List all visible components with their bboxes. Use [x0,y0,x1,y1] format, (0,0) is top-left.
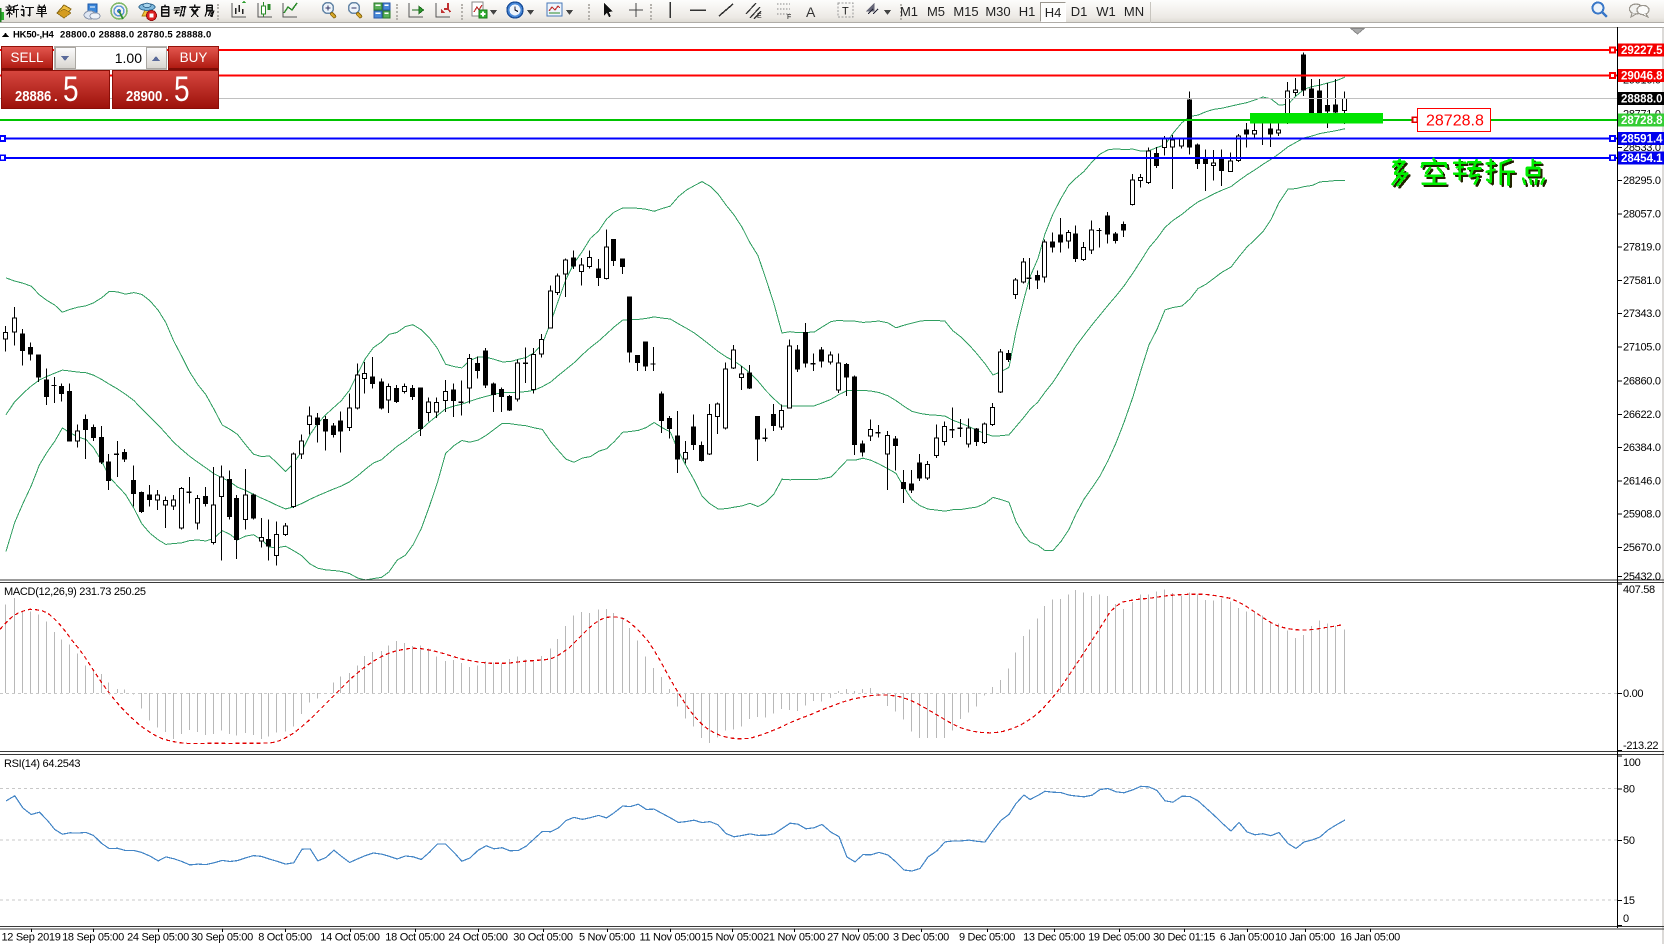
svg-text:50: 50 [1623,835,1635,847]
svg-text:28591.4: 28591.4 [1621,134,1663,146]
svg-text:18 Sep 05:00: 18 Sep 05:00 [62,932,124,944]
svg-text:24 Sep 05:00: 24 Sep 05:00 [127,932,189,944]
svg-text:13 Dec 05:00: 13 Dec 05:00 [1023,932,1085,944]
svg-text:5 Nov 05:00: 5 Nov 05:00 [579,932,635,944]
svg-text:30 Sep 05:00: 30 Sep 05:00 [191,932,253,944]
svg-text:21 Nov 05:00: 21 Nov 05:00 [763,932,825,944]
svg-text:HK50-,H4: HK50-,H4 [13,30,55,41]
svg-text:27819.0: 27819.0 [1623,242,1661,254]
svg-text:28728.8: 28728.8 [1426,113,1484,130]
svg-text:27 Nov 05:00: 27 Nov 05:00 [827,932,889,944]
svg-text:9 Dec 05:00: 9 Dec 05:00 [959,932,1015,944]
svg-text:29046.8: 29046.8 [1621,71,1663,83]
svg-text:28057.0: 28057.0 [1623,209,1661,221]
svg-text:12 Sep 2019: 12 Sep 2019 [1,932,60,944]
svg-text:80: 80 [1623,784,1635,796]
svg-text:27581.0: 27581.0 [1623,275,1661,287]
svg-text:14 Oct 05:00: 14 Oct 05:00 [320,932,380,944]
svg-text:28454.1: 28454.1 [1621,153,1663,165]
svg-text:15: 15 [1623,895,1635,907]
svg-text:0: 0 [1623,913,1629,925]
svg-text:19 Dec 05:00: 19 Dec 05:00 [1088,932,1150,944]
svg-text:27105.0: 27105.0 [1623,341,1661,353]
svg-text:8 Oct 05:00: 8 Oct 05:00 [258,932,312,944]
svg-text:T: T [842,6,849,18]
svg-text:26622.0: 26622.0 [1623,409,1661,421]
svg-text:-213.22: -213.22 [1623,740,1658,752]
svg-text:26860.0: 26860.0 [1623,376,1661,388]
svg-text:E: E [757,13,762,20]
svg-text:11 Nov 05:00: 11 Nov 05:00 [639,932,700,944]
svg-text:26146.0: 26146.0 [1623,475,1661,487]
svg-text:28888.0: 28888.0 [1621,94,1663,106]
svg-text:MACD(12,26,9) 231.73 250.25: MACD(12,26,9) 231.73 250.25 [4,586,146,598]
svg-text:0.00: 0.00 [1623,688,1643,700]
svg-text:100: 100 [1623,757,1641,769]
svg-text:28800.0 28888.0 28780.5 28888.: 28800.0 28888.0 28780.5 28888.0 [60,30,211,41]
svg-text:6 Jan 05:00: 6 Jan 05:00 [1220,932,1274,944]
svg-text:28728.8: 28728.8 [1621,115,1663,127]
svg-text:15 Nov 05:00: 15 Nov 05:00 [701,932,763,944]
svg-text:18 Oct 05:00: 18 Oct 05:00 [385,932,445,944]
svg-text:26384.0: 26384.0 [1623,442,1661,454]
svg-text:10 Jan 05:00: 10 Jan 05:00 [1275,932,1335,944]
svg-text:25432.0: 25432.0 [1623,571,1661,583]
svg-text:29227.5: 29227.5 [1621,45,1663,57]
svg-text:28295.0: 28295.0 [1623,175,1661,187]
svg-text:25908.0: 25908.0 [1623,509,1661,521]
svg-text:3 Dec 05:00: 3 Dec 05:00 [893,932,949,944]
svg-text:24 Oct 05:00: 24 Oct 05:00 [448,932,508,944]
svg-text:27343.0: 27343.0 [1623,308,1661,320]
svg-text:30 Dec 01:15: 30 Dec 01:15 [1153,932,1215,944]
svg-text:RSI(14) 64.2543: RSI(14) 64.2543 [4,758,80,770]
svg-text:407.58: 407.58 [1623,584,1655,596]
svg-text:F: F [787,14,791,21]
svg-text:25670.0: 25670.0 [1623,542,1661,554]
svg-text:16 Jan 05:00: 16 Jan 05:00 [1340,932,1400,944]
svg-text:30 Oct 05:00: 30 Oct 05:00 [513,932,573,944]
